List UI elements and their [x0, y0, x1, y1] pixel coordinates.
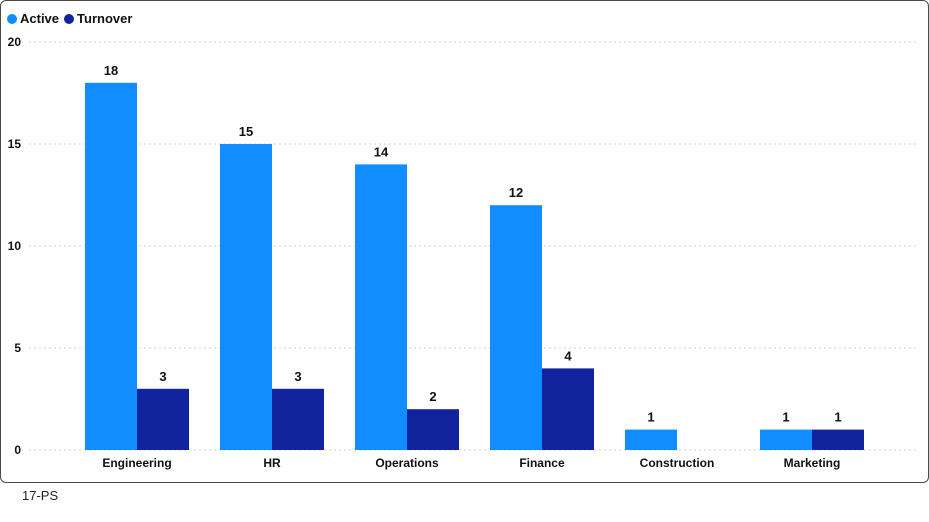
legend-item-turnover[interactable]: Turnover: [64, 11, 132, 26]
footer-code: 17-PS: [22, 488, 59, 503]
y-tick-label-5: 5: [14, 341, 21, 355]
data-label-turnover-finance: 4: [564, 348, 572, 363]
data-label-active-engineering: 18: [104, 63, 118, 78]
x-tick-label-construction: Construction: [640, 456, 715, 470]
data-label-active-finance: 12: [509, 185, 523, 200]
y-tick-label-15: 15: [8, 137, 22, 151]
bar-active-finance[interactable]: [490, 205, 542, 450]
legend-label-active: Active: [20, 11, 60, 26]
data-label-active-construction: 1: [647, 410, 654, 425]
data-label-active-operations: 14: [374, 144, 389, 159]
bar-active-construction[interactable]: [625, 429, 677, 450]
bar-chart: 05101520183Engineering153HR142Operations…: [8, 35, 917, 470]
chart-legend: Active Turnover: [7, 11, 137, 26]
data-label-turnover-engineering: 3: [159, 369, 166, 384]
data-label-turnover-marketing: 1: [834, 410, 841, 425]
legend-item-active[interactable]: Active: [7, 11, 59, 26]
data-label-active-hr: 15: [239, 124, 253, 139]
bar-turnover-marketing[interactable]: [812, 429, 864, 450]
x-tick-label-operations: Operations: [375, 456, 439, 470]
y-tick-label-10: 10: [8, 239, 22, 253]
bar-turnover-hr[interactable]: [272, 388, 324, 450]
legend-label-turnover: Turnover: [77, 11, 133, 26]
legend-marker-turnover: [64, 13, 75, 24]
x-tick-label-finance: Finance: [519, 456, 565, 470]
chart-panel: Active Turnover 0 5 10 15 20 18 3 Engineering 15…: [0, 0, 929, 483]
bar-turnover-finance[interactable]: [542, 368, 594, 450]
bar-turnover-operations[interactable]: [407, 409, 459, 450]
bar-active-hr[interactable]: [220, 144, 272, 450]
x-tick-label-engineering: Engineering: [102, 456, 171, 470]
bar-turnover-engineering[interactable]: [137, 388, 189, 450]
y-tick-label-20: 20: [8, 35, 22, 49]
data-label-turnover-operations: 2: [429, 389, 436, 404]
bar-active-operations[interactable]: [355, 164, 407, 450]
x-tick-label-hr: HR: [263, 456, 281, 470]
data-label-active-marketing: 1: [782, 410, 789, 425]
y-tick-label-0: 0: [14, 443, 21, 457]
legend-marker-active: [7, 13, 17, 24]
data-label-turnover-hr: 3: [294, 369, 301, 384]
x-tick-label-marketing: Marketing: [784, 456, 841, 470]
bar-active-engineering[interactable]: [85, 82, 137, 451]
bar-active-marketing[interactable]: [760, 429, 812, 450]
